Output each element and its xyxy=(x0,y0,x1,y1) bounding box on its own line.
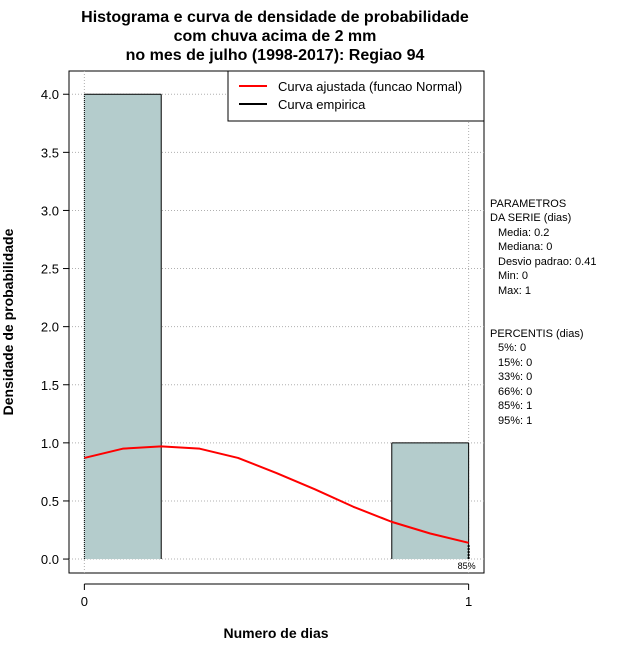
histogram-bars xyxy=(83,93,470,560)
density-curves xyxy=(84,445,470,560)
parameter-max: Max: 1 xyxy=(498,285,531,297)
legend-box xyxy=(227,70,485,122)
percentile-66: 66%: 0 xyxy=(498,386,532,398)
density-curve-0 xyxy=(84,445,469,544)
chart-title-line-2: com chuva acima de 2 mm xyxy=(174,28,377,45)
x-tick-label-1: 1 xyxy=(465,594,472,609)
y-tick-label-6: 3.0 xyxy=(41,203,59,218)
percentile-33: 33%: 0 xyxy=(498,371,532,383)
percentile-95: 95%: 1 xyxy=(498,415,532,427)
legend-label-empirical-curve: Curva empirica xyxy=(278,97,366,112)
histogram-bar-0 xyxy=(84,94,162,560)
percentiles-panel: PERCENTIS (dias) 5%: 0 15%: 0 33%: 0 66%… xyxy=(490,328,584,427)
percentile-marker-label: 85% xyxy=(458,561,476,571)
x-tick-label-0: 0 xyxy=(81,594,88,609)
parameters-heading-line-1: PARAMETROS xyxy=(490,198,566,210)
y-tick-label-5: 2.5 xyxy=(41,262,59,277)
legend-label-fitted-curve: Curva ajustada (funcao Normal) xyxy=(278,79,462,94)
legend: Curva ajustada (funcao Normal) Curva emp… xyxy=(227,70,485,122)
y-tick-label-3: 1.5 xyxy=(41,378,59,393)
percentile-85: 85%: 1 xyxy=(498,400,532,412)
histogram-bar-1 xyxy=(391,442,469,560)
parameters-heading-line-2: DA SERIE (dias) xyxy=(490,212,571,224)
parameter-stddev: Desvio padrao: 0.41 xyxy=(498,256,596,268)
y-tick-label-2: 1.0 xyxy=(41,436,59,451)
chart-title-line-3: no mes de julho (1998-2017): Regiao 94 xyxy=(126,47,425,64)
parameter-min: Min: 0 xyxy=(498,270,528,282)
y-tick-label-0: 0.0 xyxy=(41,552,59,567)
parameters-panel: PARAMETROS DA SERIE (dias) Media: 0.2 Me… xyxy=(490,198,596,297)
y-tick-label-4: 2.0 xyxy=(41,320,59,335)
parameter-mean: Media: 0.2 xyxy=(498,227,549,239)
parameter-median: Mediana: 0 xyxy=(498,241,552,253)
y-axis: 0.0 0.5 1.0 1.5 2.0 2.5 3.0 3.5 4.0 xyxy=(41,87,70,567)
y-tick-label-1: 0.5 xyxy=(41,494,59,509)
y-tick-label-7: 3.5 xyxy=(41,145,59,160)
y-tick-label-8: 4.0 xyxy=(41,87,59,102)
x-axis-title: Numero de dias xyxy=(223,625,328,641)
percentile-5: 5%: 0 xyxy=(498,342,526,354)
percentile-15: 15%: 0 xyxy=(498,357,532,369)
y-axis-title: Densidade de probabilidade xyxy=(0,228,16,415)
percentiles-heading: PERCENTIS (dias) xyxy=(490,328,584,340)
chart-title-line-1: Histograma e curva de densidade de proba… xyxy=(81,9,469,26)
